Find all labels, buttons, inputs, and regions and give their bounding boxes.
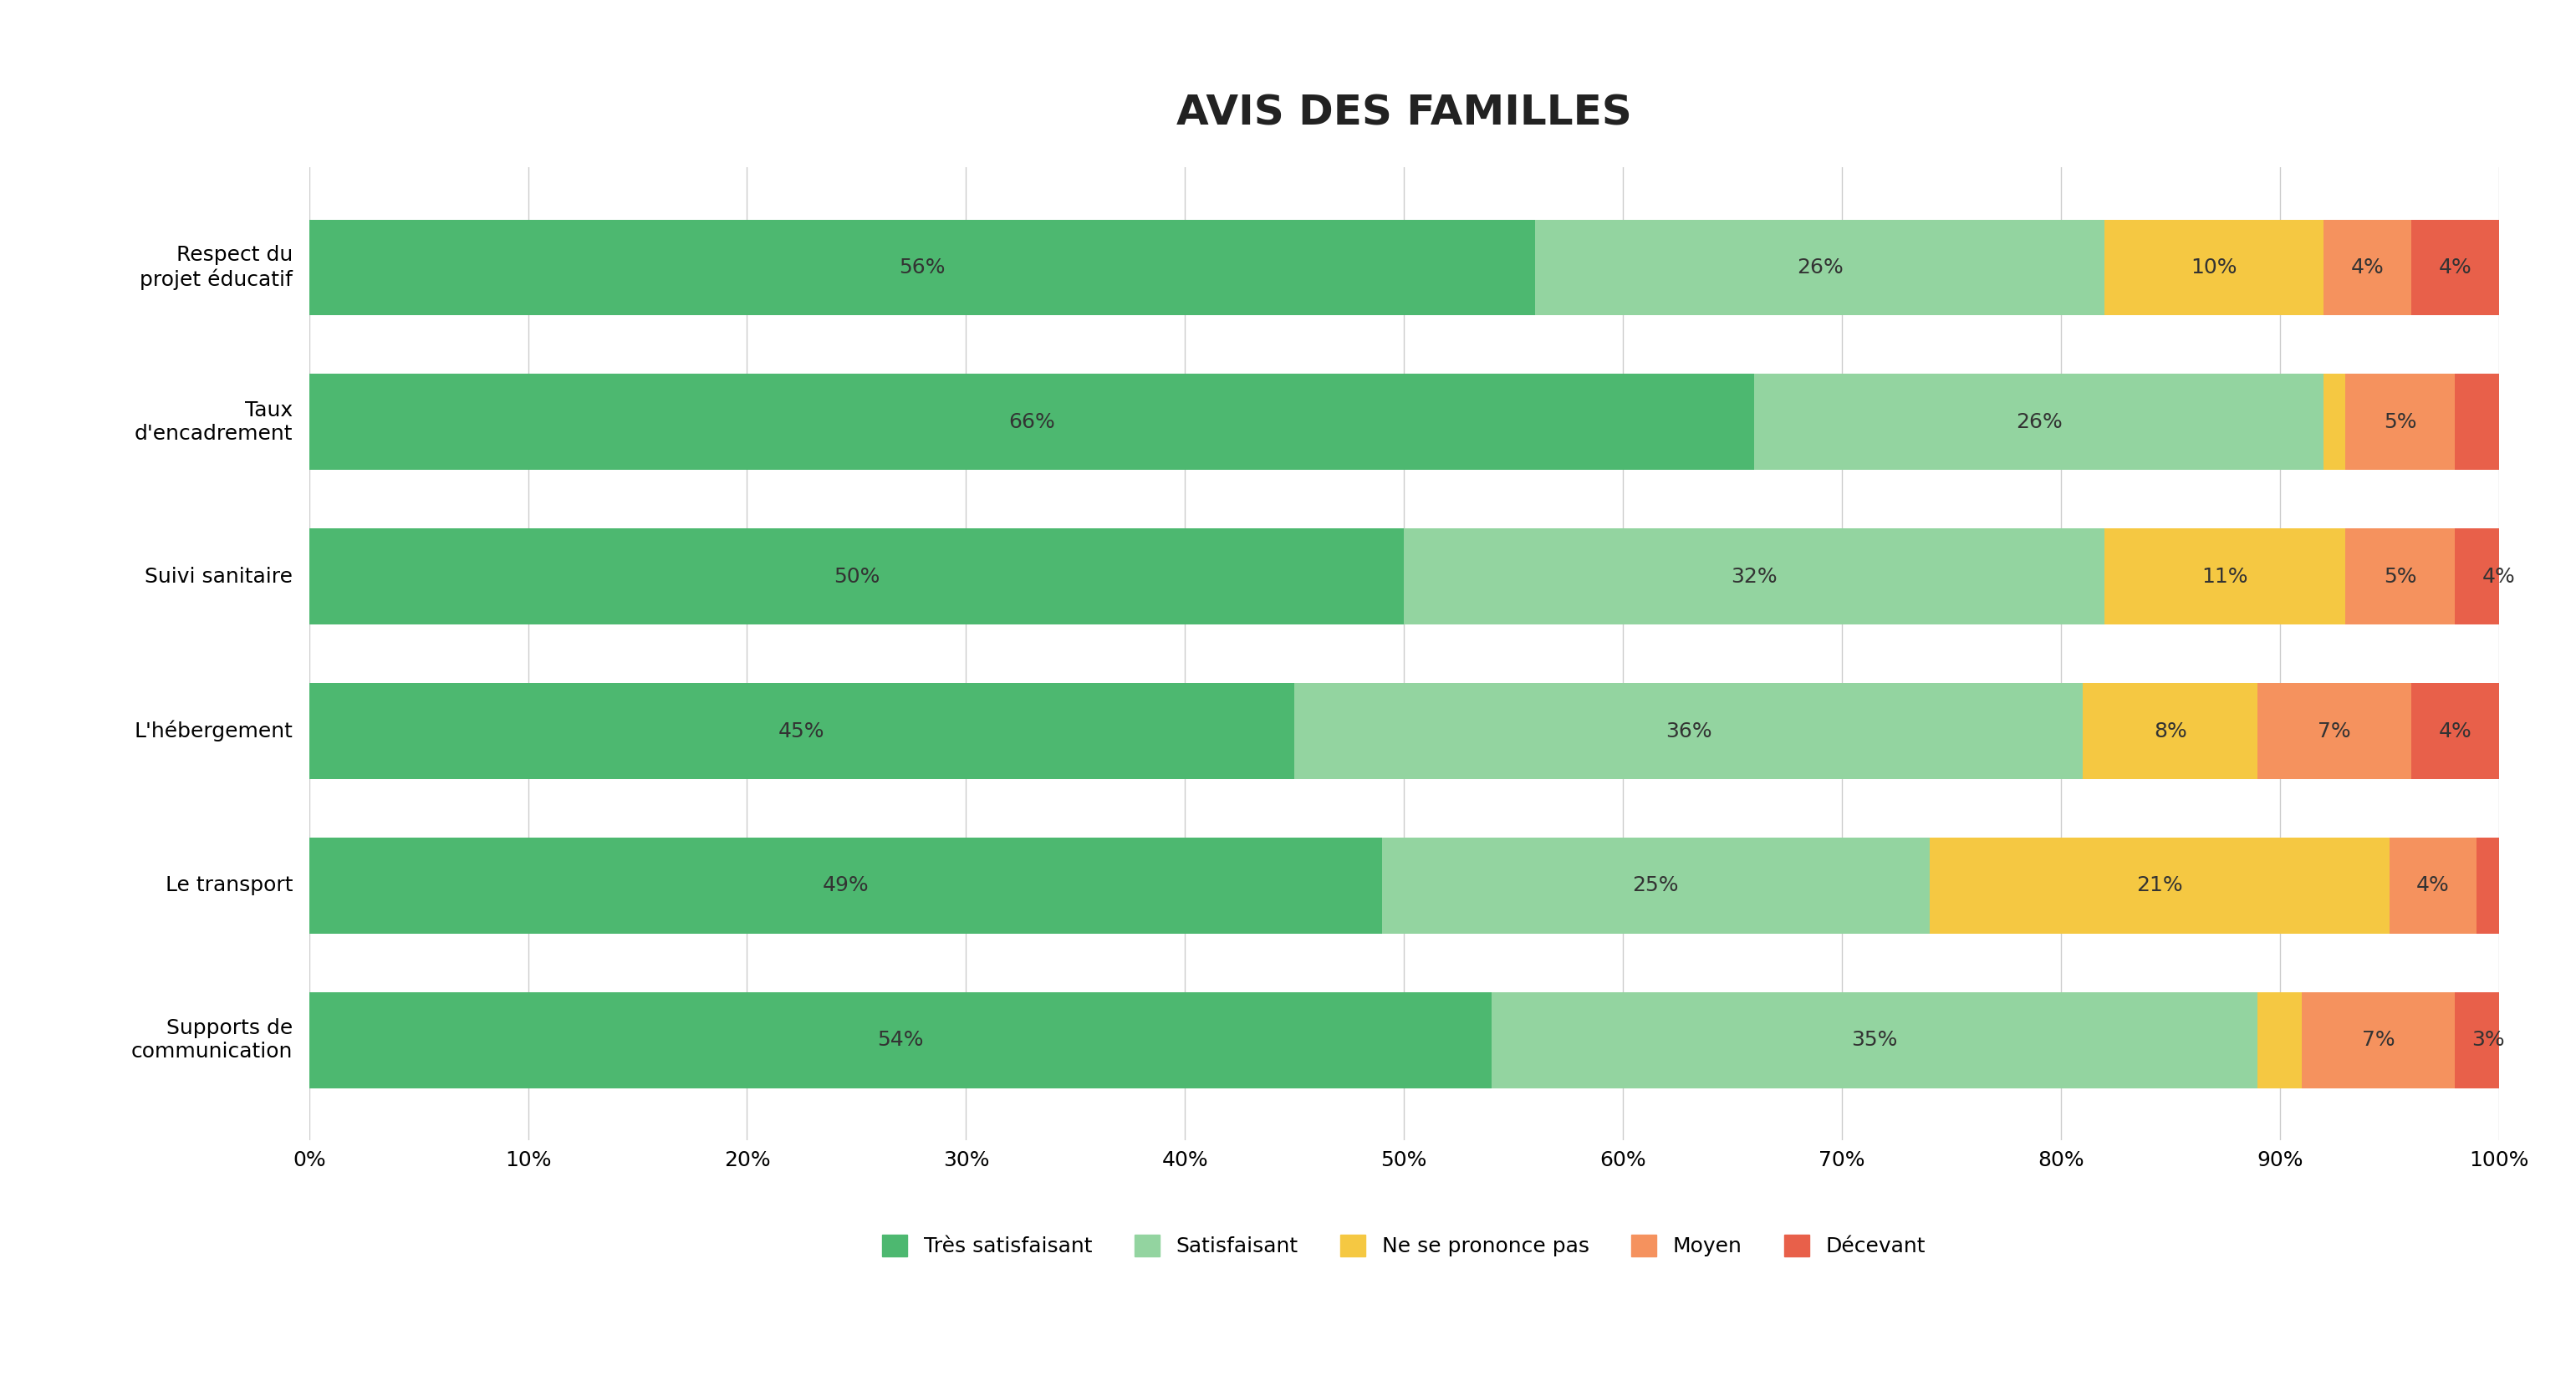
Text: 36%: 36% xyxy=(1664,721,1713,741)
Legend: Très satisfaisant, Satisfaisant, Ne se prononce pas, Moyen, Décevant: Très satisfaisant, Satisfaisant, Ne se p… xyxy=(881,1235,1927,1256)
Bar xyxy=(1535,220,2105,316)
Bar xyxy=(2257,683,2411,779)
Text: 11%: 11% xyxy=(2202,566,2249,587)
Bar xyxy=(2455,374,2499,470)
Bar xyxy=(2411,683,2499,779)
Bar xyxy=(1404,529,2105,625)
Bar xyxy=(1381,837,1929,933)
Bar xyxy=(309,837,1381,933)
Text: 4%: 4% xyxy=(2439,721,2470,741)
Bar xyxy=(2411,220,2499,316)
Text: 32%: 32% xyxy=(1731,566,1777,587)
Bar xyxy=(2300,992,2455,1088)
Text: 54%: 54% xyxy=(876,1031,925,1050)
Bar xyxy=(1296,683,2084,779)
Bar xyxy=(2324,374,2344,470)
Text: 50%: 50% xyxy=(835,566,878,587)
Text: 4%: 4% xyxy=(2483,566,2514,587)
Text: 10%: 10% xyxy=(2190,257,2239,277)
Text: 5%: 5% xyxy=(2383,566,2416,587)
Bar xyxy=(309,992,1492,1088)
Bar xyxy=(309,220,1535,316)
Text: 4%: 4% xyxy=(2439,257,2470,277)
Bar xyxy=(309,683,1296,779)
Bar xyxy=(309,374,1754,470)
Bar xyxy=(2344,374,2455,470)
Text: 26%: 26% xyxy=(1795,257,1844,277)
Bar xyxy=(2324,220,2411,316)
Bar xyxy=(2391,837,2478,933)
Text: 66%: 66% xyxy=(1007,412,1056,433)
Bar xyxy=(1929,837,2391,933)
Bar xyxy=(309,529,1404,625)
Bar xyxy=(1754,374,2324,470)
Text: 8%: 8% xyxy=(2154,721,2187,741)
Bar xyxy=(2478,837,2499,933)
Bar xyxy=(1492,992,2257,1088)
Bar xyxy=(2257,992,2300,1088)
Bar xyxy=(2081,683,2257,779)
Bar xyxy=(2455,529,2543,625)
Bar xyxy=(2105,529,2344,625)
Title: AVIS DES FAMILLES: AVIS DES FAMILLES xyxy=(1177,93,1631,134)
Text: 25%: 25% xyxy=(1633,875,1680,896)
Text: 4%: 4% xyxy=(2416,875,2450,896)
Bar xyxy=(2105,220,2324,316)
Bar xyxy=(2455,992,2519,1088)
Text: 3%: 3% xyxy=(2470,1031,2504,1050)
Text: 7%: 7% xyxy=(2318,721,2352,741)
Text: 21%: 21% xyxy=(2136,875,2182,896)
Text: 5%: 5% xyxy=(2383,412,2416,433)
Text: 7%: 7% xyxy=(2362,1031,2396,1050)
Text: 56%: 56% xyxy=(899,257,945,277)
Bar xyxy=(2344,529,2455,625)
Text: 26%: 26% xyxy=(2014,412,2063,433)
Text: 4%: 4% xyxy=(2352,257,2383,277)
Text: 45%: 45% xyxy=(778,721,824,741)
Text: 49%: 49% xyxy=(822,875,868,896)
Text: 35%: 35% xyxy=(1852,1031,1899,1050)
